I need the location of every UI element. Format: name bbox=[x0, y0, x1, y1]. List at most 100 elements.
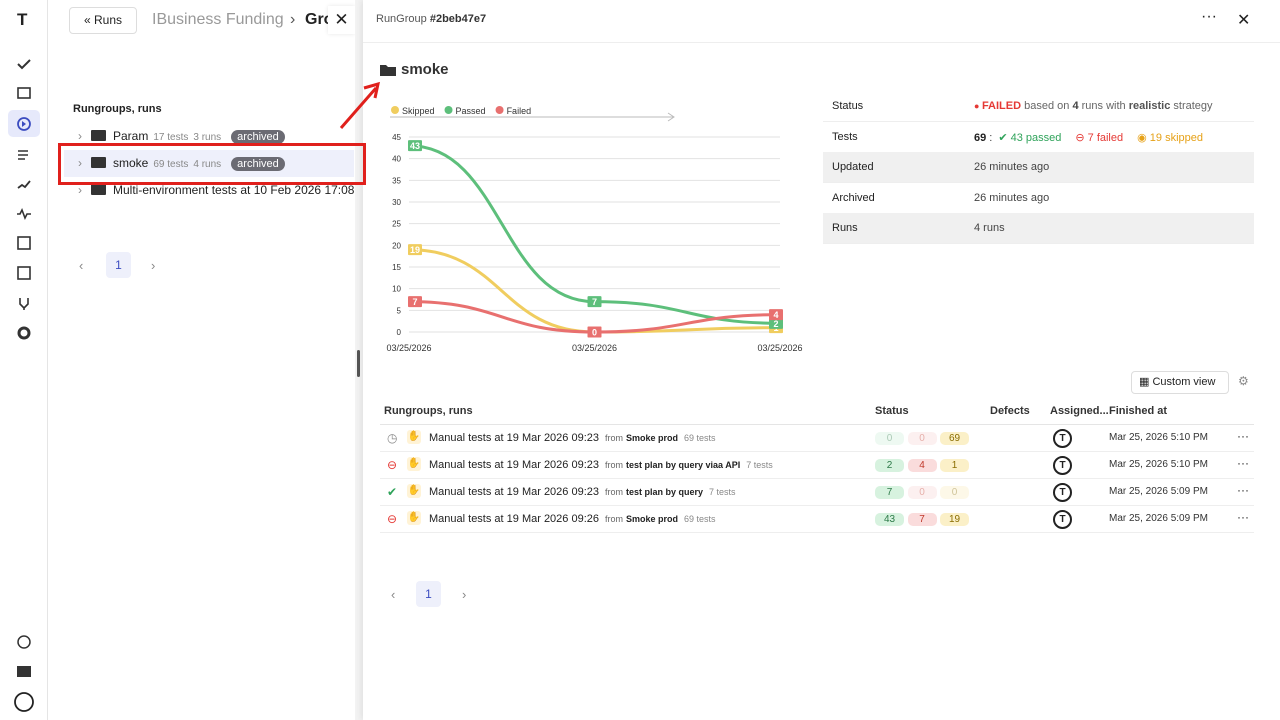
detail-label: Runs bbox=[832, 222, 858, 234]
icon-pulse[interactable] bbox=[17, 208, 31, 220]
breadcrumb[interactable]: IBusiness Funding bbox=[152, 11, 284, 28]
detail-value: 4 runs bbox=[974, 222, 1005, 234]
status-pill: 19 bbox=[940, 513, 969, 526]
breadcrumb-sep: › bbox=[290, 11, 296, 28]
icon-branch[interactable] bbox=[19, 298, 29, 310]
prev-page[interactable]: ‹ bbox=[79, 258, 84, 273]
run-name: Manual tests at 19 Mar 2026 09:23 from tes… bbox=[429, 485, 736, 499]
tests: 7 tests bbox=[709, 487, 736, 497]
back-label: Runs bbox=[94, 13, 123, 27]
more-menu[interactable]: ··· bbox=[1201, 8, 1217, 25]
page-number[interactable]: 1 bbox=[416, 581, 441, 607]
icon-list[interactable] bbox=[18, 150, 28, 160]
table-row[interactable]: ⊖ ✋ Manual tests at 19 Mar 2026 09:26 from S… bbox=[380, 506, 1254, 533]
status-pill: 2 bbox=[875, 459, 904, 472]
value: 26 minutes ago bbox=[974, 161, 1050, 173]
icon-runs[interactable] bbox=[17, 117, 31, 131]
status-icon: ⊖ bbox=[387, 512, 398, 526]
tests: 7 tests bbox=[746, 460, 773, 470]
drawer-title: smoke bbox=[401, 61, 449, 78]
icon-check[interactable] bbox=[17, 59, 31, 70]
runs: 4 bbox=[1072, 100, 1079, 112]
tests: 69 tests bbox=[684, 514, 716, 524]
drawer-label: RunGroup #2beb47e7 bbox=[376, 13, 486, 25]
status-dot: ● bbox=[974, 101, 982, 111]
table-row[interactable]: ✔ ✋ Manual tests at 19 Mar 2026 09:23 from t… bbox=[380, 479, 1254, 506]
detail-row: Archived 26 minutes ago bbox=[823, 183, 1254, 214]
row-menu: ··· bbox=[1237, 456, 1249, 470]
detail-value: 26 minutes ago bbox=[974, 192, 1049, 204]
name: Manual tests at 19 Mar 2026 09:23 bbox=[429, 432, 599, 444]
status-pill: 1 bbox=[940, 459, 969, 472]
y-tick-label: 5 bbox=[397, 306, 402, 315]
status-pill: 69 bbox=[940, 432, 969, 445]
icon-steps[interactable] bbox=[17, 180, 31, 189]
detail-value: 26 minutes ago bbox=[974, 161, 1049, 173]
legend-arrow-head bbox=[667, 112, 675, 122]
data-label-bg bbox=[408, 140, 422, 152]
y-tick-label: 20 bbox=[392, 241, 401, 250]
y-tick-label: 40 bbox=[392, 155, 401, 164]
legend-label: Passed bbox=[456, 106, 486, 116]
legend-marker bbox=[495, 106, 504, 114]
row-menu: ··· bbox=[1237, 429, 1249, 443]
name: smoke bbox=[113, 156, 149, 170]
folder-icon bbox=[91, 157, 106, 168]
y-tick-label: 0 bbox=[397, 328, 402, 337]
label: Custom view bbox=[1152, 376, 1216, 388]
icon-import[interactable] bbox=[17, 236, 31, 250]
divider bbox=[355, 0, 363, 720]
name: Manual tests at 19 Mar 2026 09:26 bbox=[429, 513, 599, 525]
assignee-avatar: T bbox=[1053, 483, 1072, 502]
passed: 43 passed bbox=[1010, 131, 1062, 144]
text: runs with bbox=[1081, 100, 1126, 112]
status-pill: 0 bbox=[875, 432, 904, 445]
icon-settings[interactable] bbox=[17, 326, 31, 340]
y-tick-label: 35 bbox=[392, 176, 401, 185]
data-label-bg bbox=[408, 296, 422, 308]
status-pill: 7 bbox=[907, 513, 937, 526]
resize-handle[interactable] bbox=[357, 350, 360, 377]
tree-row[interactable]: › Param 17 tests 3 runs archived bbox=[78, 128, 285, 146]
close-drawer[interactable]: ✕ bbox=[1237, 12, 1251, 29]
total: 69 bbox=[974, 131, 987, 144]
custom-view-button[interactable]: ▦ Custom view bbox=[1131, 371, 1229, 394]
detail-row: Runs 4 runs bbox=[823, 213, 1254, 244]
status-icon: ◷ bbox=[387, 431, 398, 445]
settings-icon[interactable]: ⚙ bbox=[1238, 374, 1249, 388]
icon-account[interactable] bbox=[14, 692, 34, 712]
name: Multi-environment tests at 10 Feb 2026 1… bbox=[113, 183, 355, 197]
status-icon: ⊖ bbox=[387, 458, 398, 472]
tree-row[interactable]: › Multi-environment tests at 10 Feb 2026 … bbox=[78, 182, 355, 200]
page-number[interactable]: 1 bbox=[106, 252, 131, 278]
sep: : bbox=[989, 131, 993, 144]
back-button[interactable]: « Runs bbox=[69, 7, 137, 34]
data-label: 4 bbox=[773, 310, 778, 320]
data-label-bg bbox=[408, 244, 422, 256]
table-row[interactable]: ◷ ✋ Manual tests at 19 Mar 2026 09:23 from S… bbox=[380, 425, 1254, 452]
header-border bbox=[380, 424, 1254, 425]
icon-help[interactable] bbox=[17, 635, 31, 649]
data-label-bg bbox=[587, 326, 602, 338]
next-page[interactable]: › bbox=[462, 587, 467, 602]
panel-title: Rungroups, runs bbox=[73, 103, 162, 115]
table-row[interactable]: ⊖ ✋ Manual tests at 19 Mar 2026 09:23 from t… bbox=[380, 452, 1254, 479]
icon-analytics[interactable] bbox=[17, 266, 31, 280]
tree-row[interactable]: › smoke 69 tests 4 runs archived bbox=[78, 155, 285, 173]
name: Param bbox=[113, 129, 149, 143]
status-pill: 0 bbox=[907, 432, 937, 445]
detail-label: Updated bbox=[832, 161, 874, 173]
next-page[interactable]: › bbox=[151, 258, 156, 273]
prev-page[interactable]: ‹ bbox=[391, 587, 396, 602]
folder-icon bbox=[91, 130, 106, 141]
data-label: 7 bbox=[592, 297, 597, 307]
close-panel[interactable]: ✕ bbox=[328, 6, 355, 34]
from: from bbox=[605, 514, 623, 524]
value: 4 runs bbox=[974, 222, 1005, 234]
icon-plans[interactable] bbox=[17, 87, 31, 99]
manual-icon: ✋ bbox=[407, 430, 421, 444]
icon-projects[interactable] bbox=[17, 666, 31, 677]
runs: 4 runs bbox=[193, 159, 222, 170]
row-menu: ··· bbox=[1237, 483, 1249, 497]
